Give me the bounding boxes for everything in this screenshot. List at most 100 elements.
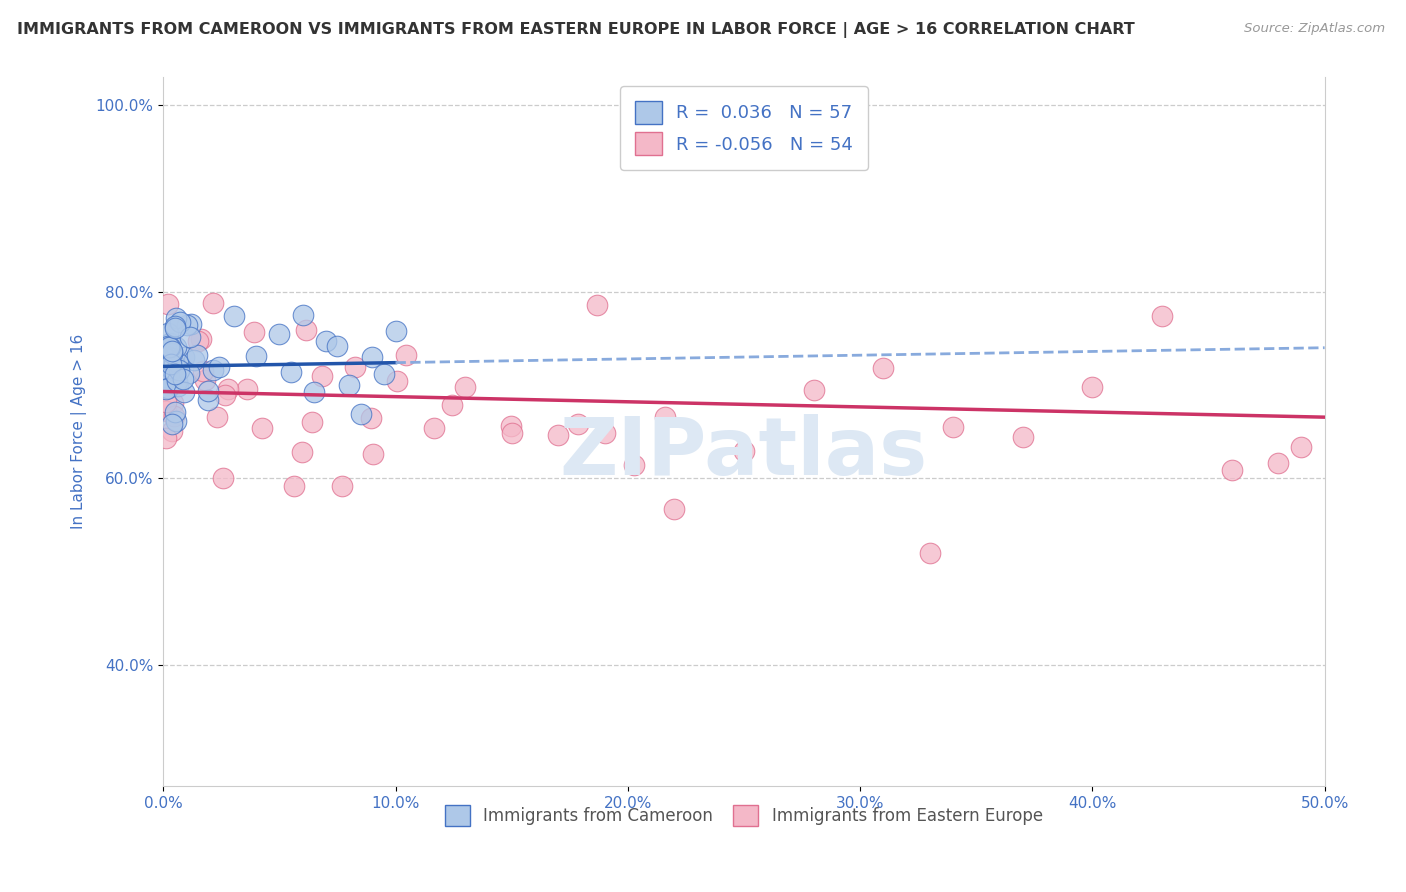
Point	[167, 355, 190, 369]
Point	[243, 325, 266, 339]
Point	[593, 426, 616, 441]
Point	[245, 349, 267, 363]
Point	[586, 298, 609, 312]
Point	[165, 414, 187, 428]
Point	[163, 367, 186, 381]
Point	[236, 382, 259, 396]
Point	[160, 343, 183, 358]
Text: ZIPatlas: ZIPatlas	[560, 414, 928, 491]
Point	[166, 379, 188, 393]
Point	[173, 385, 195, 400]
Point	[157, 381, 180, 395]
Point	[385, 374, 408, 388]
Point	[1220, 463, 1243, 477]
Point	[155, 339, 177, 353]
Point	[163, 368, 186, 382]
Point	[384, 324, 406, 338]
Point	[187, 334, 209, 349]
Point	[1081, 380, 1104, 394]
Point	[156, 297, 179, 311]
Text: IMMIGRANTS FROM CAMEROON VS IMMIGRANTS FROM EASTERN EUROPE IN LABOR FORCE | AGE : IMMIGRANTS FROM CAMEROON VS IMMIGRANTS F…	[17, 22, 1135, 38]
Point	[172, 371, 194, 385]
Point	[423, 421, 446, 435]
Point	[373, 367, 395, 381]
Point	[157, 367, 180, 381]
Point	[155, 431, 177, 445]
Point	[501, 425, 523, 440]
Legend: Immigrants from Cameroon, Immigrants from Eastern Europe: Immigrants from Cameroon, Immigrants fro…	[437, 797, 1052, 834]
Point	[654, 410, 676, 425]
Point	[186, 348, 208, 362]
Point	[208, 359, 231, 374]
Point	[165, 340, 187, 354]
Point	[301, 415, 323, 429]
Point	[664, 502, 686, 516]
Point	[311, 369, 333, 384]
Point	[803, 383, 825, 397]
Point	[167, 363, 190, 377]
Point	[160, 417, 183, 432]
Point	[440, 399, 463, 413]
Point	[205, 409, 228, 424]
Point	[157, 350, 180, 364]
Point	[190, 332, 212, 346]
Y-axis label: In Labor Force | Age > 16: In Labor Force | Age > 16	[72, 334, 87, 529]
Point	[183, 352, 205, 367]
Point	[155, 369, 177, 384]
Point	[304, 384, 326, 399]
Point	[155, 382, 177, 396]
Point	[173, 351, 195, 365]
Point	[733, 443, 755, 458]
Point	[918, 546, 941, 560]
Point	[623, 458, 645, 472]
Point	[361, 447, 384, 461]
Point	[501, 418, 523, 433]
Point	[160, 357, 183, 371]
Point	[156, 339, 179, 353]
Point	[193, 372, 215, 386]
Point	[160, 362, 183, 376]
Point	[157, 340, 180, 354]
Point	[326, 339, 349, 353]
Point	[224, 309, 246, 323]
Point	[159, 341, 181, 355]
Point	[155, 351, 177, 366]
Point	[176, 318, 198, 332]
Point	[330, 479, 353, 493]
Point	[169, 316, 191, 330]
Point	[211, 471, 233, 485]
Point	[191, 364, 214, 378]
Point	[337, 377, 360, 392]
Point	[1011, 430, 1033, 444]
Point	[156, 326, 179, 340]
Point	[1291, 440, 1313, 454]
Point	[394, 349, 416, 363]
Point	[162, 396, 184, 410]
Point	[343, 359, 366, 374]
Point	[217, 382, 239, 396]
Point	[202, 363, 225, 377]
Point	[166, 375, 188, 389]
Text: Source: ZipAtlas.com: Source: ZipAtlas.com	[1244, 22, 1385, 36]
Point	[163, 321, 186, 335]
Point	[567, 417, 589, 432]
Point	[315, 334, 337, 348]
Point	[942, 420, 965, 434]
Point	[252, 421, 274, 435]
Point	[1150, 309, 1173, 323]
Point	[283, 479, 305, 493]
Point	[291, 445, 314, 459]
Point	[361, 350, 384, 364]
Point	[155, 372, 177, 386]
Point	[291, 308, 314, 322]
Point	[163, 357, 186, 371]
Point	[454, 380, 477, 394]
Point	[1267, 456, 1289, 470]
Point	[269, 326, 291, 341]
Point	[163, 409, 186, 424]
Point	[197, 384, 219, 399]
Point	[165, 318, 187, 333]
Point	[360, 410, 382, 425]
Point	[155, 404, 177, 418]
Point	[160, 346, 183, 360]
